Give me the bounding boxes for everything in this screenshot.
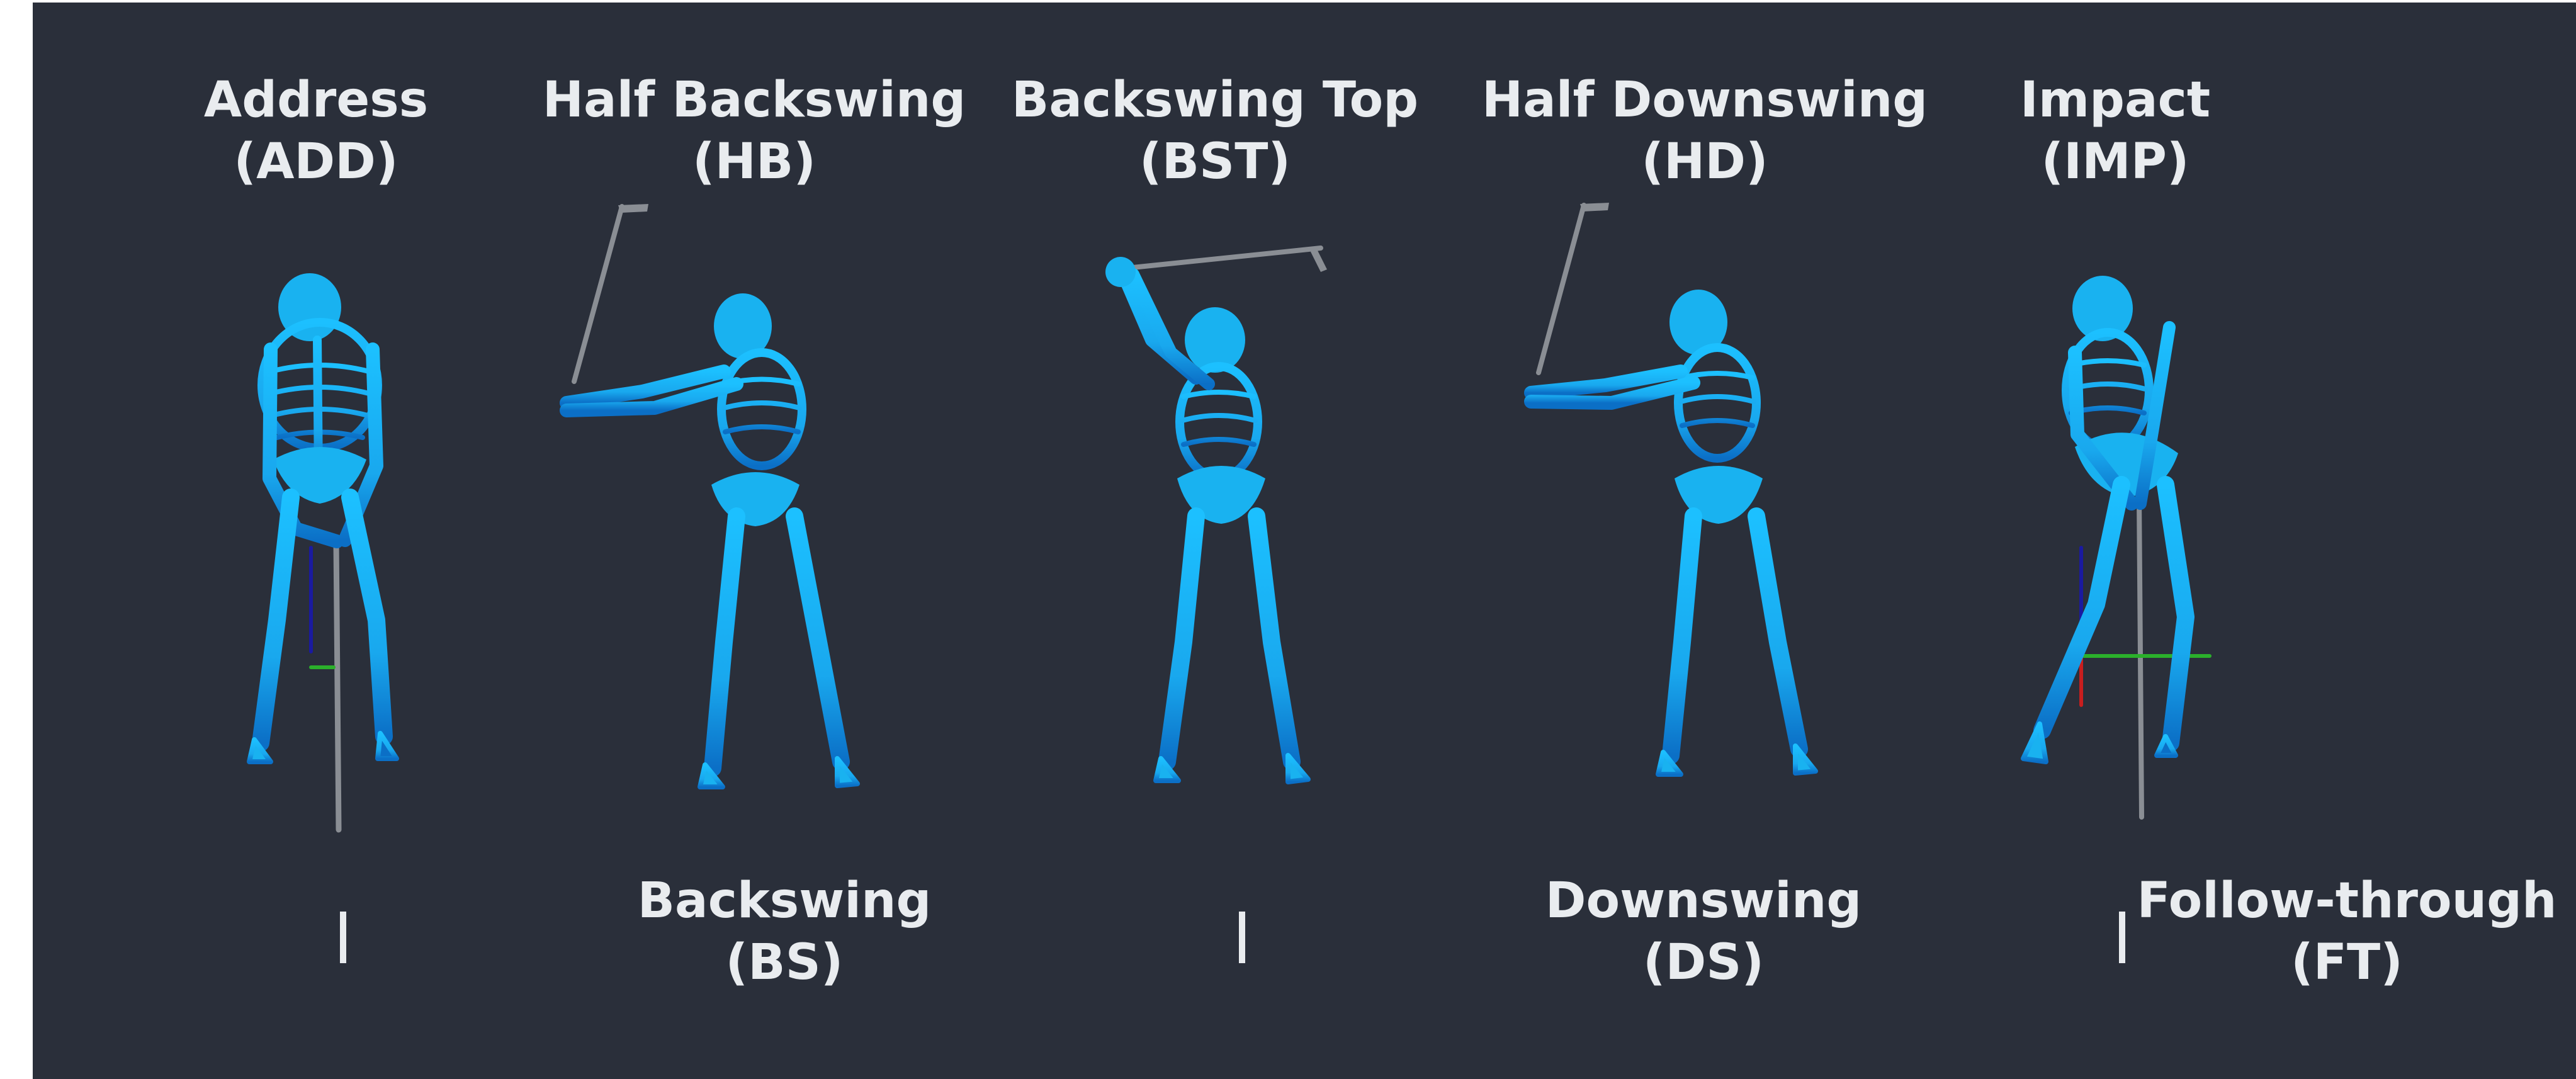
- golf-club: [1536, 203, 1586, 375]
- skull: [1669, 290, 1727, 355]
- pose-label-half-backswing: Half Backswing (HB): [543, 69, 966, 193]
- phase-separator: [1239, 912, 1245, 963]
- skeleton-half-backswing: [560, 204, 860, 789]
- pose-abbr: (BST): [1139, 133, 1291, 190]
- pose-label-half-downswing: Half Downswing (HD): [1482, 69, 1928, 193]
- left-foot: [698, 762, 725, 789]
- right-foot: [1793, 743, 1818, 776]
- left-arm: [560, 364, 731, 410]
- phase-abbr: (BS): [725, 934, 844, 991]
- pose-name: Backswing Top: [1011, 72, 1419, 128]
- right-arm: [560, 377, 743, 417]
- right-arm: [1127, 268, 1215, 390]
- pose-name: Half Downswing: [1481, 72, 1928, 128]
- pose-abbr: (IMP): [2041, 133, 2189, 190]
- phase-abbr: (DS): [1642, 934, 1765, 991]
- left-leg: [2033, 476, 2130, 739]
- pelvis: [273, 447, 366, 504]
- left-foot: [1153, 756, 1181, 783]
- phase-name: Downswing: [1545, 873, 1862, 929]
- left-leg: [704, 507, 745, 777]
- skeleton-half-downswing: [1524, 203, 1818, 777]
- ribcage: [717, 348, 806, 470]
- right-foot: [835, 756, 860, 788]
- phase-label-follow-through: Follow-through (FT): [2137, 870, 2557, 993]
- right-arm: [1524, 376, 1700, 410]
- right-foot: [1285, 753, 1311, 784]
- phase-separator: [340, 912, 346, 963]
- hands: [1105, 257, 1136, 287]
- skeleton-address: [247, 273, 399, 833]
- right-leg: [1248, 507, 1301, 771]
- golf-club: [1112, 246, 1323, 272]
- ribcage: [1674, 343, 1761, 463]
- left-arm: [2068, 346, 2138, 511]
- skeleton-backswing-top: [1105, 246, 1327, 784]
- pose-name: Half Backswing: [542, 72, 966, 128]
- phase-name: Backswing: [637, 873, 932, 929]
- golf-club: [572, 204, 624, 384]
- phase-label-backswing: Backswing (BS): [638, 870, 932, 993]
- skeleton-impact: [2021, 276, 2212, 820]
- phase-label-downswing: Downswing (DS): [1545, 870, 1862, 993]
- left-arm: [1524, 364, 1688, 400]
- pose-label-address: Address (ADD): [204, 69, 428, 193]
- left-leg: [1662, 507, 1702, 764]
- left-leg: [1158, 507, 1205, 771]
- pose-abbr: (HD): [1641, 133, 1768, 190]
- skull: [1185, 307, 1245, 373]
- golf-club: [333, 538, 342, 833]
- pose-label-impact: Impact (IMP): [2020, 69, 2210, 193]
- ribcage: [1175, 362, 1262, 482]
- pose-label-backswing-top: Backswing Top (BST): [1012, 69, 1418, 193]
- right-arm: [2134, 321, 2176, 510]
- right-leg: [341, 489, 393, 745]
- skull: [714, 293, 772, 359]
- right-leg: [1748, 507, 1808, 758]
- phase-separator: [2119, 912, 2125, 963]
- right-foot: [2154, 734, 2178, 758]
- pose-name: Impact: [2020, 72, 2211, 128]
- skull: [2072, 276, 2133, 341]
- right-leg: [786, 507, 850, 771]
- left-leg: [252, 489, 300, 752]
- left-foot: [247, 737, 273, 764]
- pose-abbr: (ADD): [234, 133, 398, 190]
- right-leg: [2157, 476, 2195, 752]
- diagram-panel: [33, 3, 2576, 1079]
- right-foot: [375, 731, 399, 761]
- left-foot: [2021, 721, 2048, 764]
- pose-name: Address: [203, 72, 429, 128]
- phase-name: Follow-through: [2137, 873, 2557, 929]
- left-foot: [1656, 750, 1683, 777]
- pose-abbr: (HB): [692, 133, 816, 190]
- phase-abbr: (FT): [2291, 934, 2403, 991]
